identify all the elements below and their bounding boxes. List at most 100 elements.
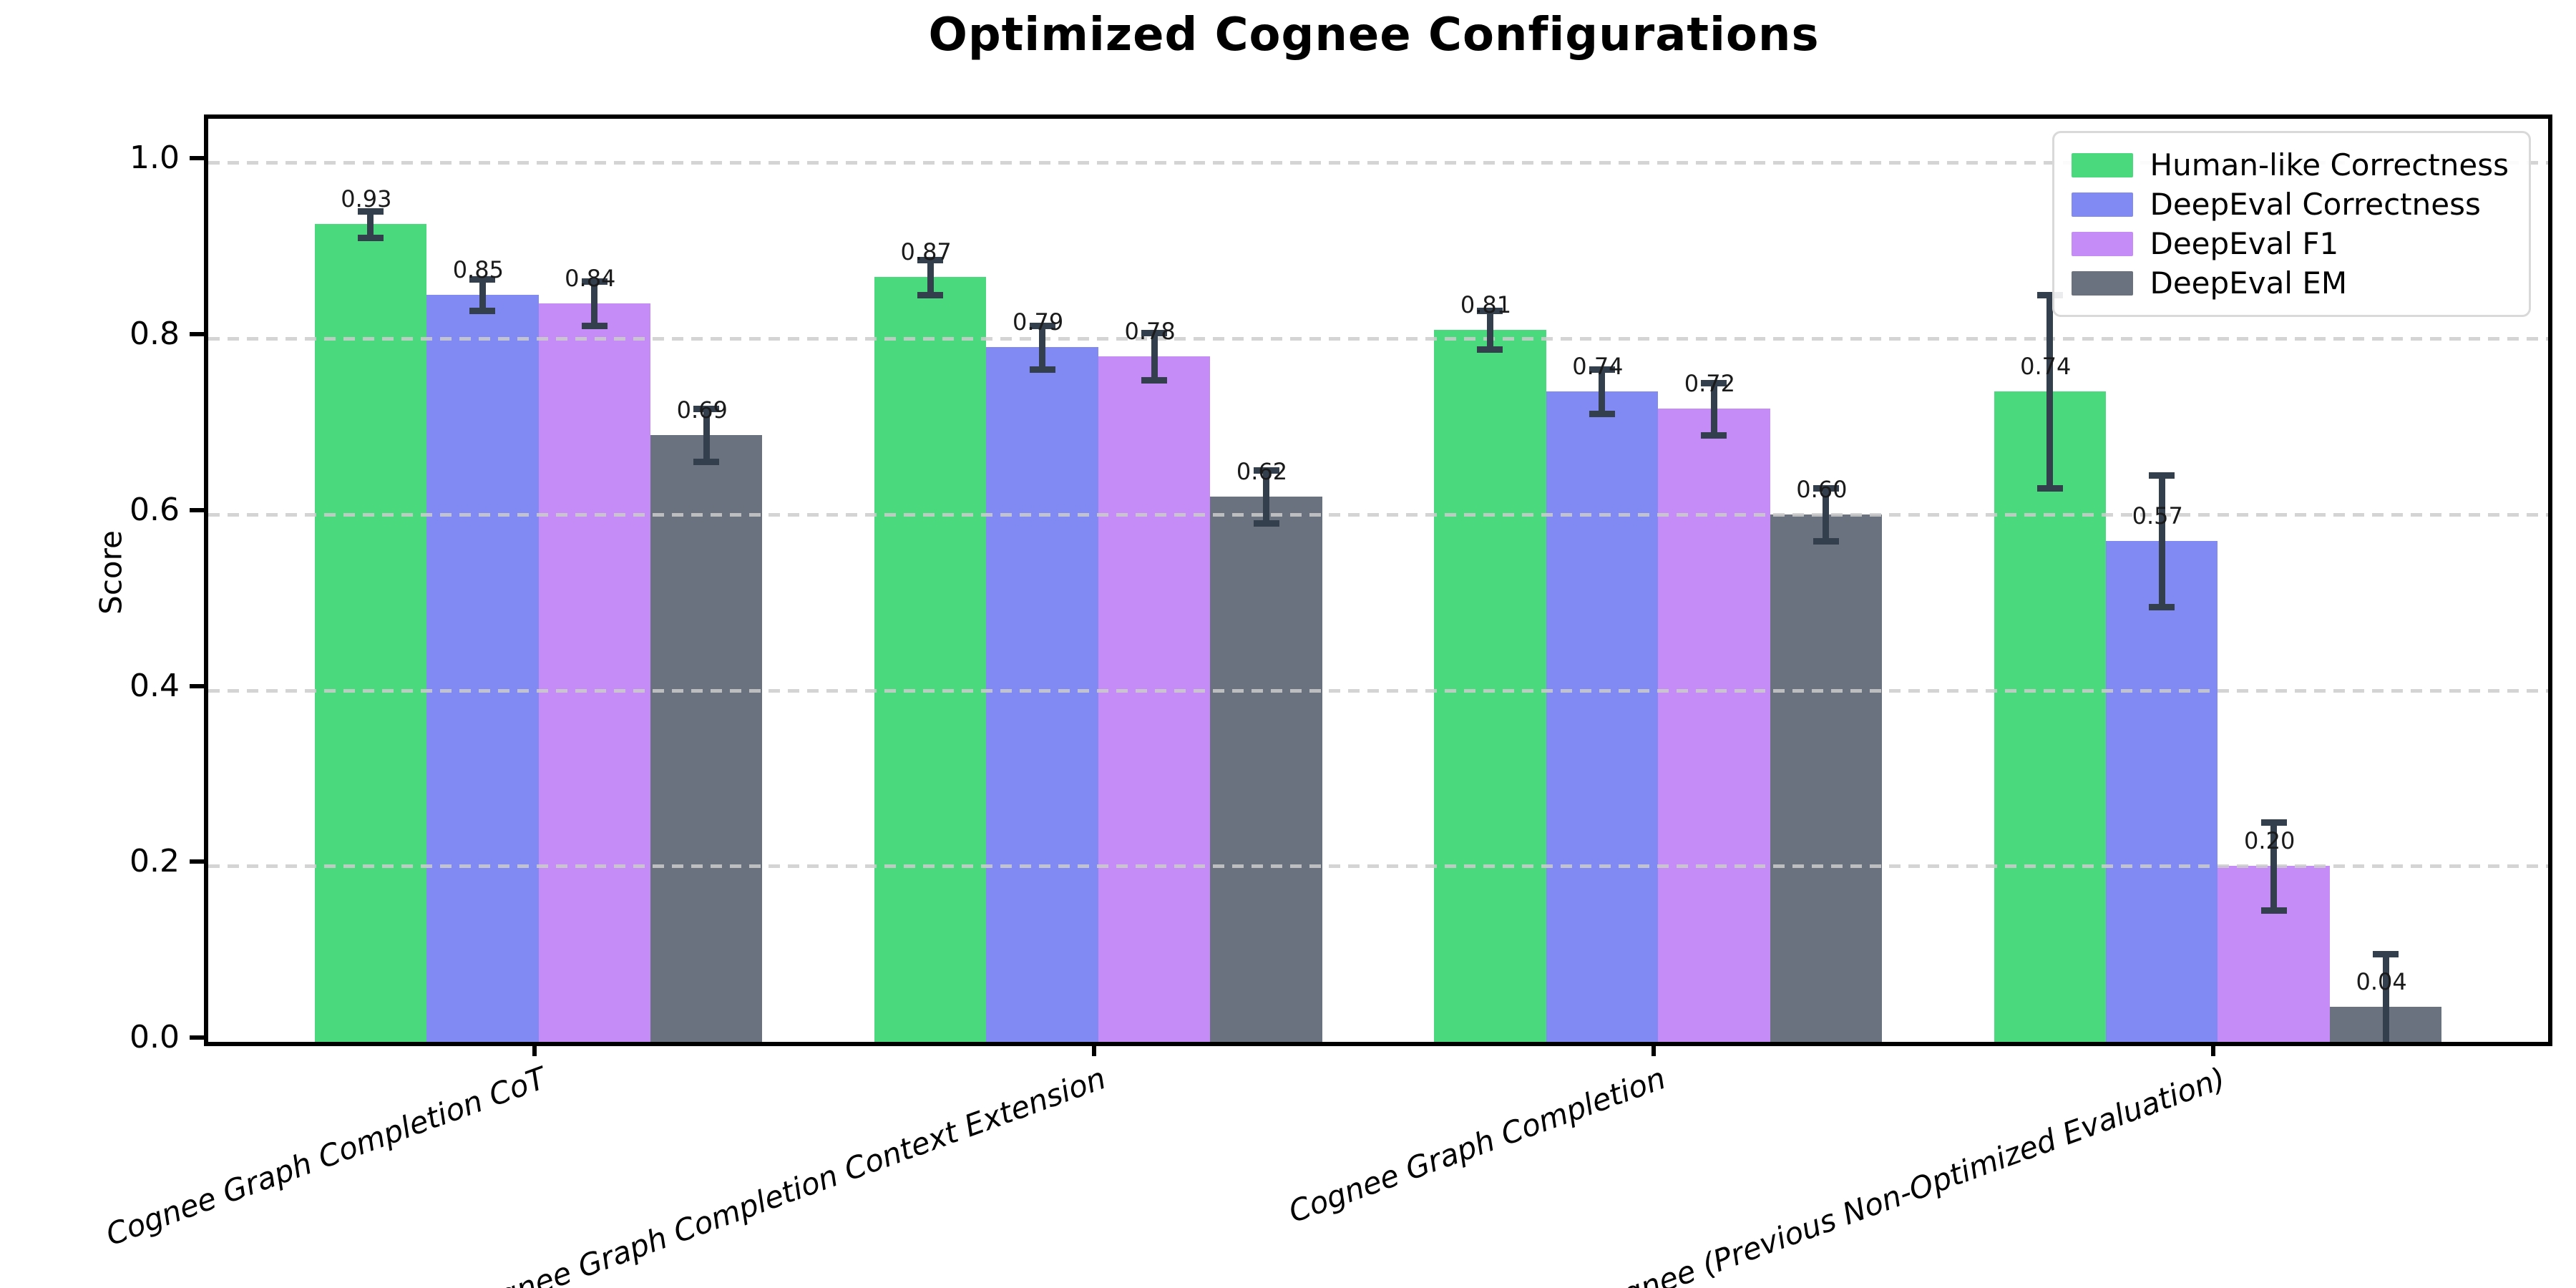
legend-label: DeepEval EM bbox=[2150, 265, 2348, 301]
error-bar-cap-top bbox=[2036, 291, 2063, 298]
error-bar-cap-bottom bbox=[1589, 410, 1615, 417]
bar bbox=[1210, 497, 1322, 1042]
y-tick bbox=[190, 507, 204, 512]
bar-value-label: 0.04 bbox=[2356, 967, 2407, 995]
error-bar-cap-top bbox=[1141, 329, 1168, 336]
y-tick-label: 0.2 bbox=[130, 843, 180, 880]
error-bar-cap-top bbox=[2260, 819, 2287, 826]
error-bar-cap-bottom bbox=[917, 291, 944, 298]
legend-label: DeepEval Correctness bbox=[2150, 187, 2481, 222]
error-bar-cap-bottom bbox=[357, 234, 384, 241]
bar-value-label: 0.84 bbox=[565, 265, 616, 292]
error-bar-cap-bottom bbox=[1701, 432, 1727, 439]
bar bbox=[538, 303, 650, 1042]
y-tick bbox=[190, 859, 204, 864]
legend-label: Human-like Correctness bbox=[2150, 147, 2509, 182]
bar-value-label: 0.57 bbox=[2132, 502, 2183, 530]
bar bbox=[1434, 329, 1546, 1042]
y-tick bbox=[190, 156, 204, 161]
x-tick-label: Cognee Graph Completion CoT bbox=[101, 1060, 551, 1253]
bar bbox=[1658, 409, 1770, 1042]
bar-value-label: 0.62 bbox=[1236, 458, 1288, 486]
bar-value-label: 0.79 bbox=[1012, 308, 1064, 336]
y-axis-label: Score bbox=[93, 530, 129, 615]
legend-item: DeepEval F1 bbox=[2071, 226, 2509, 261]
bar bbox=[1994, 391, 2106, 1042]
bar-value-label: 0.69 bbox=[676, 396, 728, 424]
error-bar bbox=[1151, 332, 1158, 380]
error-bar-cap-bottom bbox=[693, 459, 720, 466]
legend-item: DeepEval Correctness bbox=[2071, 187, 2509, 222]
error-bar-cap-bottom bbox=[1477, 346, 1503, 353]
y-tick-label: 0.8 bbox=[130, 316, 180, 353]
legend-item: Human-like Correctness bbox=[2071, 147, 2509, 182]
bar bbox=[314, 224, 427, 1042]
error-bar-cap-bottom bbox=[1253, 520, 1279, 527]
error-bar-cap-top bbox=[2373, 951, 2399, 958]
error-bar-cap-bottom bbox=[1813, 537, 1839, 545]
bar-value-label: 0.74 bbox=[2020, 352, 2072, 380]
error-bar bbox=[1823, 488, 1830, 541]
error-bar-cap-bottom bbox=[2036, 485, 2063, 492]
x-tick bbox=[532, 1042, 537, 1056]
error-bar bbox=[927, 259, 934, 295]
legend-swatch bbox=[2071, 152, 2133, 177]
error-bar-cap-top bbox=[1701, 379, 1727, 386]
bar-value-label: 0.72 bbox=[1684, 370, 1735, 398]
bar bbox=[2105, 540, 2218, 1042]
error-bar bbox=[1486, 310, 1493, 349]
error-bar bbox=[591, 281, 598, 326]
bar-value-label: 0.78 bbox=[1124, 317, 1176, 345]
legend-label: DeepEval F1 bbox=[2150, 226, 2339, 261]
x-tick bbox=[2211, 1042, 2216, 1056]
error-bar-cap-bottom bbox=[1141, 376, 1168, 384]
bar bbox=[874, 277, 987, 1042]
error-bar-cap-bottom bbox=[1029, 366, 1055, 374]
error-bar-cap-top bbox=[357, 208, 384, 215]
error-bar-cap-top bbox=[693, 406, 720, 413]
error-bar bbox=[1263, 470, 1270, 524]
y-tick-label: 0.6 bbox=[130, 491, 180, 528]
bar-value-label: 0.74 bbox=[1572, 352, 1624, 380]
gridline bbox=[208, 161, 2548, 165]
bar bbox=[1770, 514, 1883, 1042]
y-tick-label: 1.0 bbox=[130, 140, 180, 177]
error-bar bbox=[2270, 821, 2278, 910]
error-bar-cap-bottom bbox=[581, 322, 608, 329]
bar bbox=[650, 435, 763, 1042]
y-tick-label: 0.4 bbox=[130, 667, 180, 704]
bar-value-label: 0.93 bbox=[341, 185, 392, 213]
bar-value-label: 0.87 bbox=[900, 238, 952, 266]
legend-item: DeepEval EM bbox=[2071, 265, 2509, 301]
chart-title: Optimized Cognee Configurations bbox=[928, 9, 1820, 62]
error-bar bbox=[367, 211, 374, 238]
legend-swatch bbox=[2071, 270, 2133, 296]
error-bar bbox=[479, 278, 486, 311]
error-bar-cap-bottom bbox=[469, 307, 496, 314]
error-bar bbox=[2382, 954, 2389, 1042]
y-tick-label: 0.0 bbox=[130, 1019, 180, 1055]
error-bar bbox=[1599, 369, 1606, 414]
error-bar bbox=[2046, 294, 2054, 488]
error-bar-cap-top bbox=[1029, 322, 1055, 329]
bar bbox=[1546, 391, 1659, 1042]
bar bbox=[1098, 356, 1211, 1042]
error-bar-cap-top bbox=[1813, 485, 1839, 492]
legend-swatch bbox=[2071, 231, 2133, 256]
bar bbox=[986, 347, 1098, 1042]
error-bar bbox=[2158, 474, 2165, 607]
legend: Human-like Correctness DeepEval Correctne… bbox=[2051, 131, 2531, 317]
x-tick bbox=[1091, 1042, 1096, 1056]
y-tick bbox=[190, 683, 204, 688]
gridline bbox=[208, 337, 2548, 341]
y-tick bbox=[190, 1035, 204, 1040]
error-bar-cap-top bbox=[1477, 307, 1503, 314]
error-bar-cap-top bbox=[581, 278, 608, 286]
bar-value-label: 0.81 bbox=[1460, 291, 1512, 318]
y-tick bbox=[190, 332, 204, 337]
error-bar-cap-top bbox=[1253, 467, 1279, 474]
error-bar bbox=[703, 409, 710, 462]
bar-value-label: 0.60 bbox=[1796, 475, 1848, 503]
error-bar-cap-bottom bbox=[2260, 907, 2287, 914]
